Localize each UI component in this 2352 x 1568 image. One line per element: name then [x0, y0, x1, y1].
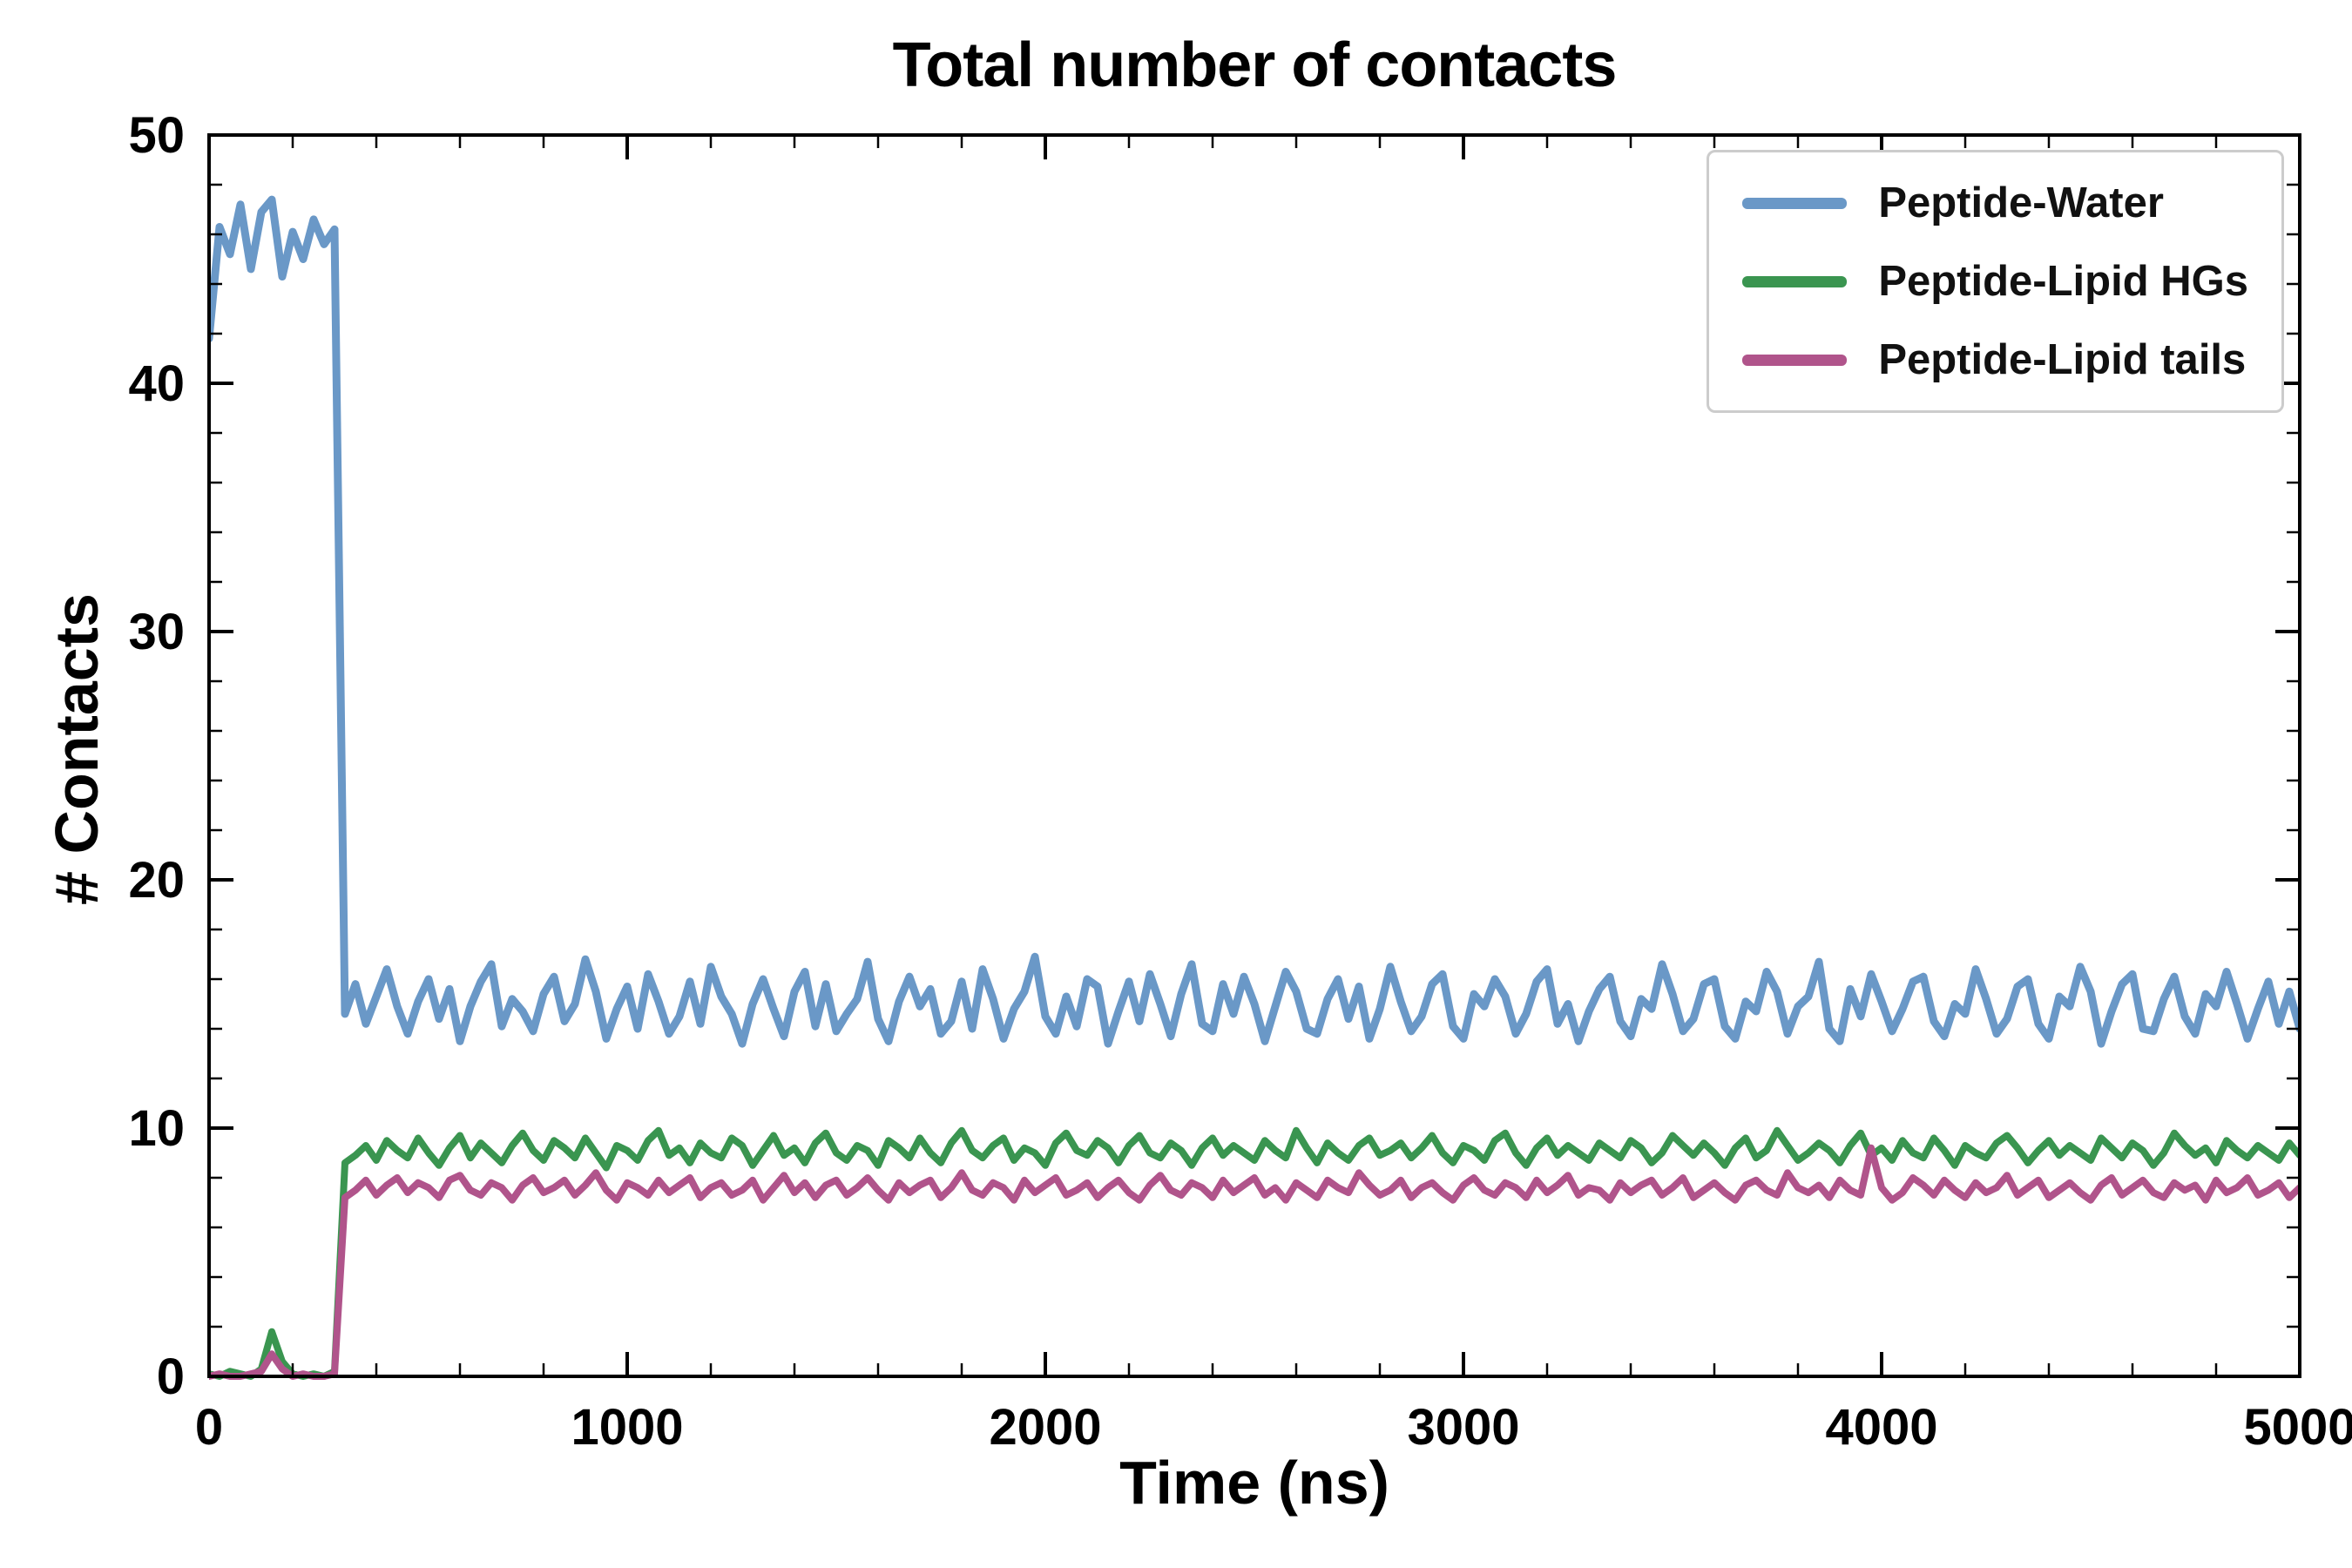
y-tick-label: 50	[128, 107, 185, 164]
series-line-peptide-lipid-tails	[209, 1144, 2300, 1380]
series-line-peptide-water	[209, 195, 2300, 1048]
legend-item-peptide-water: Peptide-Water	[1742, 179, 2248, 227]
legend-item-peptide-lipid-hgs: Peptide-Lipid HGs	[1742, 257, 2248, 306]
x-tick-label: 0	[195, 1399, 223, 1456]
legend-swatch-peptide-water	[1742, 197, 1848, 209]
legend-label: Peptide-Water	[1878, 179, 2164, 226]
legend-item-peptide-lipid-tails: Peptide-Lipid tails	[1742, 335, 2248, 384]
plot-border	[207, 133, 2301, 1378]
series-line-peptide-lipid-hgs	[209, 1126, 2300, 1380]
x-tick-label: 3000	[1407, 1399, 1519, 1456]
y-tick-label: 30	[128, 604, 185, 660]
legend-label: Peptide-Lipid HGs	[1878, 258, 2248, 305]
legend-label: Peptide-Lipid tails	[1878, 336, 2247, 383]
x-tick-label: 1000	[571, 1399, 683, 1456]
y-axis-label: # Contacts	[43, 593, 111, 905]
legend: Peptide-Water Peptide-Lipid HGs Peptide-…	[1707, 150, 2284, 413]
legend-swatch-peptide-lipid-hgs	[1742, 275, 1848, 287]
chart-title: Total number of contacts	[892, 30, 1618, 100]
x-axis-label: Time (ns)	[1119, 1449, 1389, 1517]
x-tick-label: 5000	[2243, 1399, 2352, 1456]
legend-swatch-peptide-lipid-tails	[1742, 354, 1848, 366]
y-tick-label: 20	[128, 852, 185, 909]
x-tick-label: 2000	[989, 1399, 1101, 1456]
y-tick-label: 10	[128, 1100, 185, 1157]
y-tick-label: 0	[157, 1348, 185, 1405]
x-tick-label: 4000	[1825, 1399, 1937, 1456]
y-tick-label: 40	[128, 355, 185, 412]
